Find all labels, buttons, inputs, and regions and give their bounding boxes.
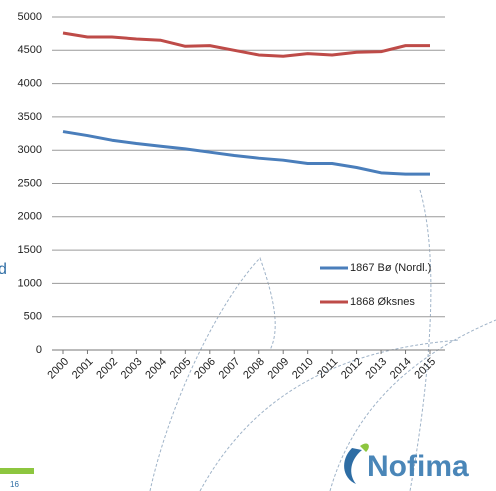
- x-tick-label: 2001: [70, 356, 96, 382]
- deco-curve: [149, 257, 276, 491]
- x-tick-label: 2012: [339, 356, 365, 382]
- legend-label: 1868 Øksnes: [350, 296, 415, 308]
- slide-title: d: [0, 261, 7, 278]
- y-tick-label: 1000: [18, 277, 42, 289]
- y-tick-label: 500: [24, 311, 42, 323]
- legend-label: 1867 Bø (Nordl.): [350, 262, 431, 274]
- page-number: 16: [10, 480, 19, 489]
- x-tick-label: 2005: [168, 356, 194, 382]
- y-tick-label: 3000: [18, 144, 42, 156]
- x-tick-label: 2004: [143, 356, 169, 382]
- logo-text: Nofima: [367, 450, 469, 483]
- y-tick-label: 1500: [18, 244, 42, 256]
- x-tick-label: 2008: [241, 356, 267, 382]
- deco-curve: [329, 319, 496, 491]
- y-tick-label: 2000: [18, 211, 42, 223]
- x-tick-label: 2010: [290, 356, 316, 382]
- accent-bar: [0, 468, 34, 474]
- decoration: [149, 189, 496, 491]
- y-tick-label: 5000: [18, 11, 42, 23]
- line-series: [62, 130, 430, 176]
- x-tick-label: 2006: [192, 356, 218, 382]
- x-tick-label: 2011: [315, 356, 340, 381]
- x-tick-label: 2015: [412, 356, 438, 382]
- logo-mark: [344, 448, 362, 484]
- deco-curve: [409, 189, 432, 491]
- y-tick-label: 2500: [18, 177, 42, 189]
- x-tick-label: 2002: [94, 356, 120, 382]
- x-tick-label: 2003: [119, 356, 145, 382]
- y-tick-label: 4000: [18, 78, 42, 90]
- deco-curve: [199, 339, 461, 491]
- x-tick-label: 2013: [363, 356, 389, 382]
- logo-mark: [360, 443, 369, 452]
- y-tick-label: 3500: [18, 111, 42, 123]
- x-tick-label: 2009: [266, 356, 292, 382]
- y-tick-label: 0: [36, 344, 42, 356]
- y-tick-label: 4500: [18, 44, 42, 56]
- x-tick-label: 2000: [45, 356, 71, 382]
- line-series: [62, 31, 430, 58]
- x-tick-label: 2007: [217, 356, 243, 382]
